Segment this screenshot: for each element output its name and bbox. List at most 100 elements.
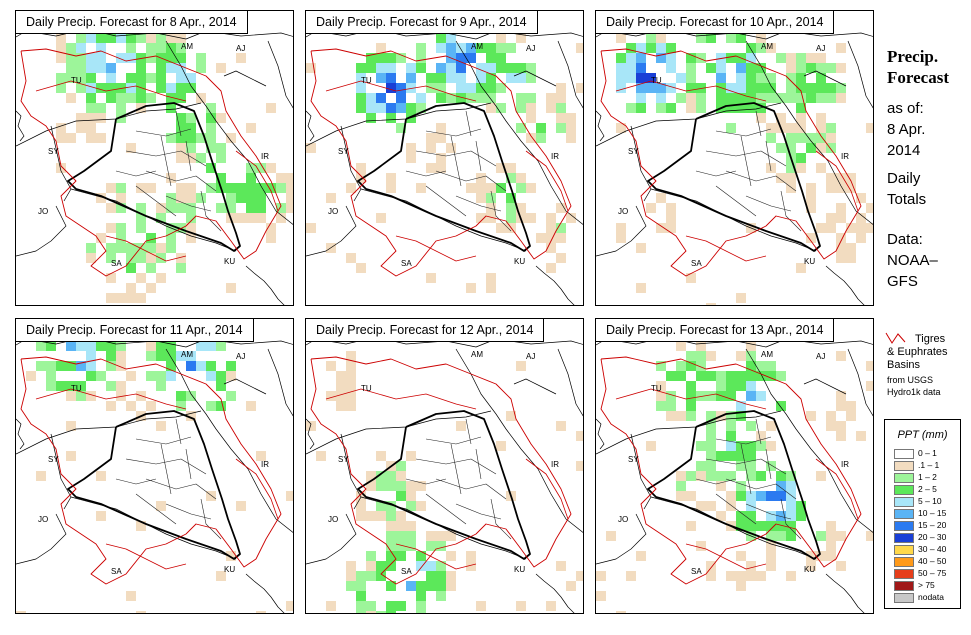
precip-cell xyxy=(766,561,776,571)
precip-cell xyxy=(376,471,386,481)
precip-cell xyxy=(796,113,806,123)
precip-cell xyxy=(836,93,846,103)
precip-cell xyxy=(706,571,716,581)
precip-cell xyxy=(776,481,786,491)
precip-cell xyxy=(186,153,196,163)
forecast-map: AM AJ TU SY IR JO SA KU xyxy=(306,28,583,305)
precip-cell xyxy=(126,283,136,293)
precip-cell xyxy=(736,571,746,581)
precip-cell xyxy=(246,123,256,133)
precip-cell xyxy=(56,133,66,143)
precip-cell xyxy=(406,491,416,501)
precip-cell xyxy=(446,33,456,43)
precip-cell xyxy=(86,83,96,93)
precip-cell xyxy=(256,451,266,461)
precip-cell xyxy=(816,123,826,133)
coastline xyxy=(16,205,67,257)
precip-cell xyxy=(796,103,806,113)
precip-cell xyxy=(356,491,366,501)
precip-cell xyxy=(476,83,486,93)
precip-cell xyxy=(226,183,236,193)
precip-cell xyxy=(816,73,826,83)
precip-cell xyxy=(106,341,116,351)
precip-cell xyxy=(106,273,116,283)
precip-cell xyxy=(526,103,536,113)
panel-title: Daily Precip. Forecast for 12 Apr., 2014 xyxy=(306,319,545,342)
basin-label-2: & Euphrates xyxy=(887,346,948,358)
precip-cell xyxy=(686,391,696,401)
precip-cell xyxy=(86,243,96,253)
precip-cell xyxy=(696,93,706,103)
precip-cell xyxy=(656,381,666,391)
admin-boundary xyxy=(450,443,462,495)
admin-boundary xyxy=(135,185,177,217)
precip-cell xyxy=(406,143,416,153)
precip-cell xyxy=(706,461,716,471)
precip-cell xyxy=(386,73,396,83)
precip-cell xyxy=(246,193,256,203)
precip-cell xyxy=(696,361,706,371)
precip-cell xyxy=(796,133,806,143)
precip-cell xyxy=(466,53,476,63)
data-source-2: GFS xyxy=(887,273,918,290)
legend-label: 10 – 15 xyxy=(918,508,947,518)
precip-cell xyxy=(216,153,226,163)
coastline xyxy=(825,265,865,305)
precip-cell xyxy=(376,451,386,461)
precip-cell xyxy=(666,223,676,233)
precip-cell xyxy=(186,361,196,371)
precip-cell xyxy=(816,113,826,123)
precip-cell xyxy=(516,173,526,183)
precip-cell xyxy=(316,451,326,461)
precip-cell xyxy=(86,103,96,113)
precip-cell xyxy=(706,33,716,43)
precip-cell xyxy=(446,93,456,103)
as-of-block: as of: 8 Apr. 2014 xyxy=(887,98,925,161)
precip-cell xyxy=(186,183,196,193)
precip-cell xyxy=(726,501,736,511)
precip-cell xyxy=(736,381,746,391)
admin-boundary xyxy=(165,195,212,212)
precip-cell xyxy=(836,421,846,431)
basin-outline xyxy=(525,458,569,520)
precip-cell xyxy=(216,381,226,391)
precip-cell xyxy=(676,93,686,103)
country-label-am: AM xyxy=(471,350,483,359)
precip-cell xyxy=(56,381,66,391)
precip-cell xyxy=(96,63,106,73)
legend-swatch xyxy=(894,461,914,471)
precip-cell xyxy=(616,123,626,133)
iraq-border xyxy=(647,410,821,560)
precip-cell xyxy=(756,521,766,531)
precip-cell xyxy=(496,83,506,93)
admin-boundary xyxy=(185,140,192,172)
precip-cell xyxy=(66,73,76,83)
legend-label: 50 – 75 xyxy=(918,568,947,578)
precip-cell xyxy=(566,581,576,591)
precip-cell xyxy=(356,581,366,591)
basin-outline xyxy=(600,356,862,585)
precip-cell xyxy=(716,471,726,481)
precip-cell xyxy=(716,371,726,381)
precip-cell xyxy=(126,73,136,83)
precip-cell xyxy=(136,183,146,193)
precip-cell xyxy=(646,441,656,451)
admin-boundary xyxy=(465,110,472,137)
precip-cell xyxy=(756,441,766,451)
precip-cell xyxy=(406,481,416,491)
precip-cells xyxy=(306,33,583,293)
precip-cell xyxy=(156,73,166,83)
precip-cell xyxy=(106,33,116,43)
precip-cell xyxy=(686,491,696,501)
precip-cell xyxy=(636,103,646,113)
precip-cell xyxy=(106,401,116,411)
precip-cell xyxy=(666,63,676,73)
precip-cell xyxy=(96,233,106,243)
precip-cell xyxy=(156,371,166,381)
country-border xyxy=(630,433,652,510)
precip-cell xyxy=(416,501,426,511)
precip-cell xyxy=(696,103,706,113)
precip-cell xyxy=(596,571,606,581)
precip-cell xyxy=(106,83,116,93)
precip-cell xyxy=(86,113,96,123)
